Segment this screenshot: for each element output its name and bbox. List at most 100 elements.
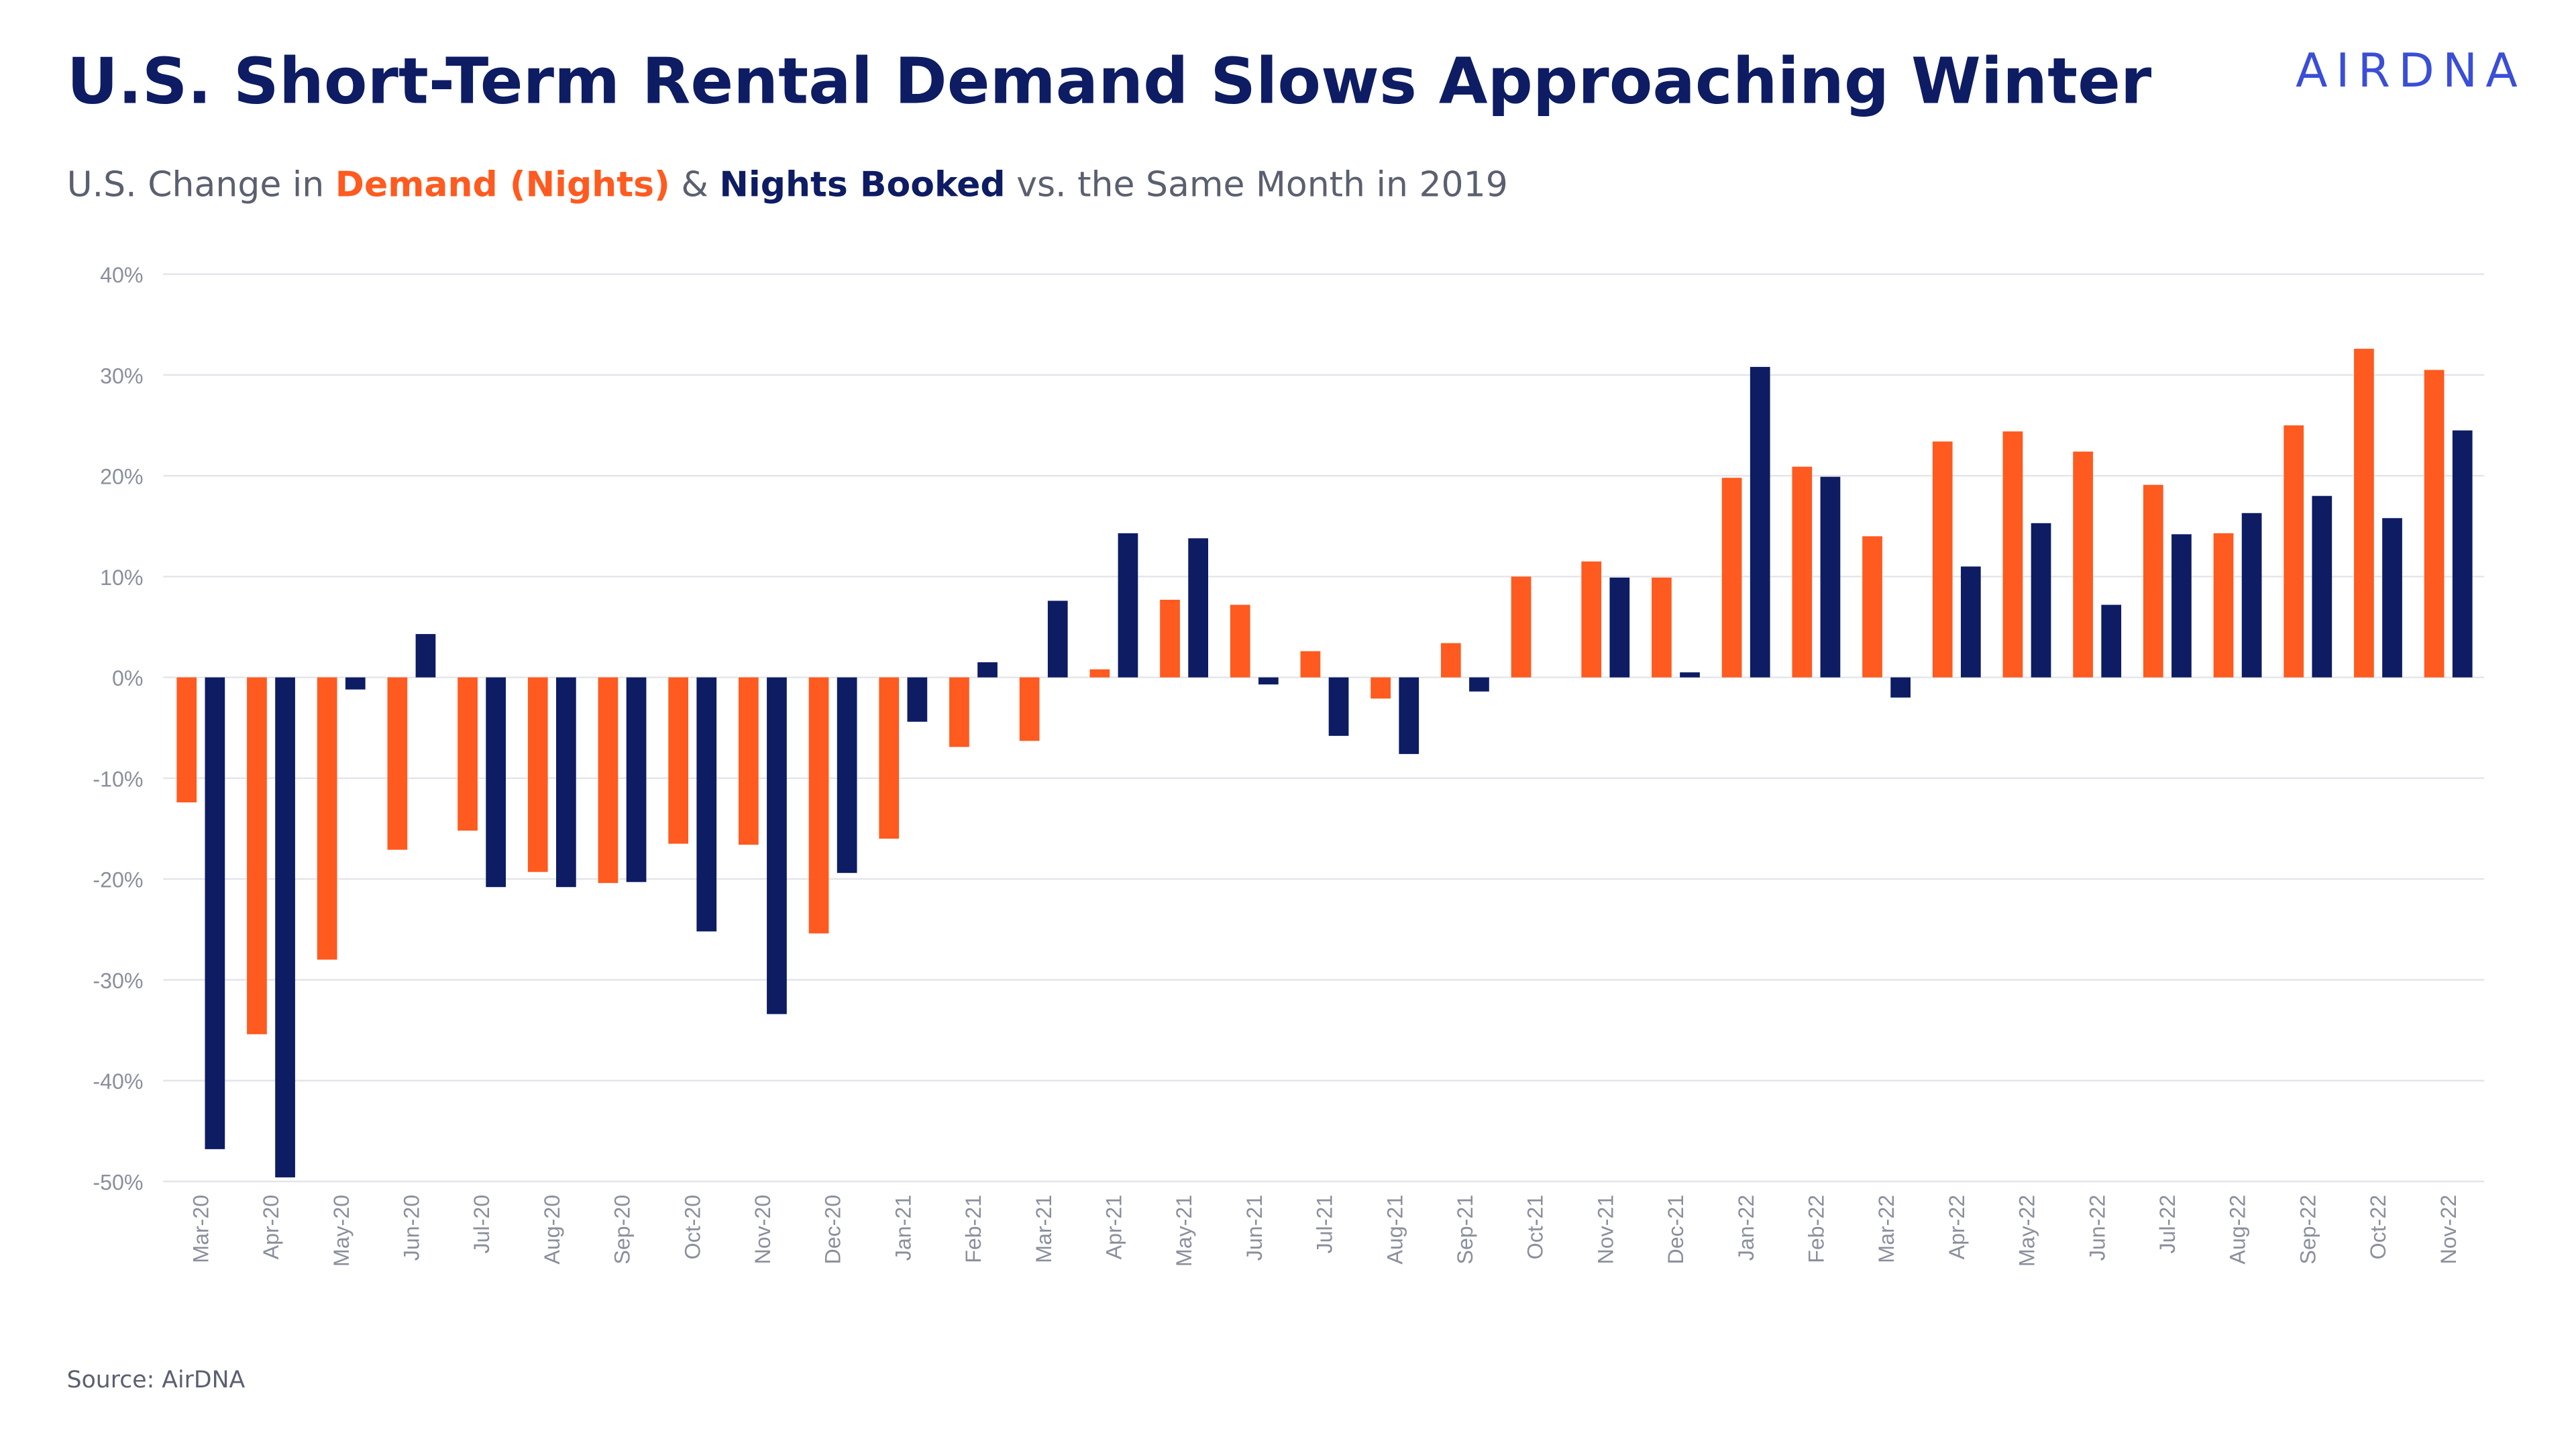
bar (1258, 677, 1279, 685)
bar (2312, 496, 2332, 678)
bar (1188, 538, 1209, 678)
x-tick-label: Oct-21 (1523, 1195, 1548, 1260)
bar (1511, 576, 1532, 678)
bar (2284, 425, 2304, 678)
x-tick-label: Dec-21 (1664, 1195, 1688, 1265)
x-tick-label: Dec-20 (821, 1195, 845, 1265)
y-tick-label: 0% (112, 666, 144, 690)
x-tick-label: Apr-20 (259, 1195, 283, 1260)
y-tick-label: -50% (93, 1170, 143, 1194)
x-tick-label: Oct-22 (2366, 1195, 2390, 1260)
x-tick-label: Feb-22 (1805, 1195, 1829, 1263)
bar (626, 677, 647, 882)
x-tick-label: Jun-21 (1242, 1195, 1267, 1261)
source: Source: AirDNA (67, 1367, 246, 1393)
bar (2382, 518, 2402, 678)
bar (977, 662, 998, 678)
bar (2002, 431, 2023, 678)
bar (2241, 513, 2262, 678)
x-tick-label: Oct-20 (680, 1195, 704, 1260)
x-tick-label: Nov-21 (1593, 1195, 1617, 1265)
x-tick-label: Aug-22 (2226, 1195, 2250, 1265)
bar (415, 634, 436, 678)
bar (1230, 604, 1250, 678)
bar (1160, 599, 1180, 678)
bar (2213, 533, 2234, 678)
legend-entry: Nights Booked (719, 164, 1005, 205)
x-tick-label: Jul-22 (2155, 1195, 2180, 1254)
bar (2073, 452, 2093, 678)
x-tick-label: Mar-21 (1032, 1195, 1056, 1263)
y-tick-label: 30% (100, 364, 143, 388)
x-tick-label: Apr-22 (1945, 1195, 1969, 1260)
bar (1469, 677, 1489, 692)
bar (1792, 466, 1813, 678)
y-tick-label: -40% (93, 1069, 143, 1094)
chart-title: U.S. Short-Term Rental Demand Slows Appr… (67, 46, 2152, 119)
x-tick-label: Sep-20 (610, 1195, 635, 1265)
bar (387, 677, 408, 850)
bar (176, 677, 197, 803)
x-tick-label: Nov-20 (751, 1195, 775, 1265)
x-tick-label: May-21 (1172, 1195, 1196, 1267)
subtitle-text: & (670, 164, 720, 205)
x-tick-label: Sep-21 (1453, 1195, 1477, 1265)
x-tick-label: Sep-22 (2296, 1195, 2320, 1265)
bar (317, 677, 337, 960)
bar (1820, 476, 1841, 678)
bar (1890, 677, 1911, 698)
bar (345, 677, 366, 690)
logo: AIRDNA (2296, 44, 2526, 98)
bar (1371, 677, 1391, 699)
bar (767, 677, 787, 1014)
bar (1399, 677, 1419, 754)
subtitle: U.S. Change in Demand (Nights) & Nights … (67, 164, 1508, 205)
bar (1047, 600, 1068, 678)
bar (2452, 430, 2473, 678)
y-tick-label: 40% (100, 263, 143, 287)
bar (1581, 561, 1602, 678)
bar (1440, 643, 1461, 678)
x-tick-label: May-22 (2015, 1195, 2039, 1267)
bar (1932, 441, 1953, 678)
y-tick-label: -10% (93, 767, 143, 791)
bar (1609, 577, 1630, 678)
subtitle-text: U.S. Change in (67, 164, 335, 205)
bar (696, 677, 717, 932)
bar (837, 677, 857, 874)
x-tick-label: Jun-20 (400, 1195, 424, 1261)
x-tick-label: Apr-21 (1102, 1195, 1126, 1260)
bar (1750, 366, 1770, 678)
bar (275, 677, 295, 1177)
bar (527, 677, 548, 872)
x-tick-label: Mar-22 (1874, 1195, 1898, 1263)
y-tick-label: -20% (93, 868, 143, 892)
bar (555, 677, 576, 888)
bar (1089, 669, 1110, 678)
bar (1019, 677, 1040, 741)
bar (907, 677, 928, 722)
x-tick-label: Aug-20 (540, 1195, 564, 1265)
bar (2143, 484, 2163, 678)
subtitle-text: vs. the Same Month in 2019 (1006, 164, 1508, 205)
bar (1652, 577, 1672, 678)
y-tick-label: 10% (100, 566, 143, 590)
bar (1300, 651, 1321, 678)
bar (949, 677, 969, 747)
bar (1118, 533, 1138, 678)
bar (738, 677, 759, 845)
x-tick-label: Jun-22 (2085, 1195, 2109, 1261)
x-tick-label: Jul-21 (1313, 1195, 1337, 1254)
bar (2101, 604, 2122, 678)
legend-entry: Demand (Nights) (335, 164, 670, 205)
bar (1960, 566, 1981, 678)
bar (1328, 677, 1349, 736)
bar (458, 677, 478, 831)
bar (205, 677, 225, 1149)
bar (668, 677, 689, 844)
x-tick-label: Aug-21 (1383, 1195, 1407, 1265)
x-tick-label: Jul-20 (470, 1195, 494, 1254)
bar (1680, 672, 1700, 678)
bar (486, 677, 506, 888)
